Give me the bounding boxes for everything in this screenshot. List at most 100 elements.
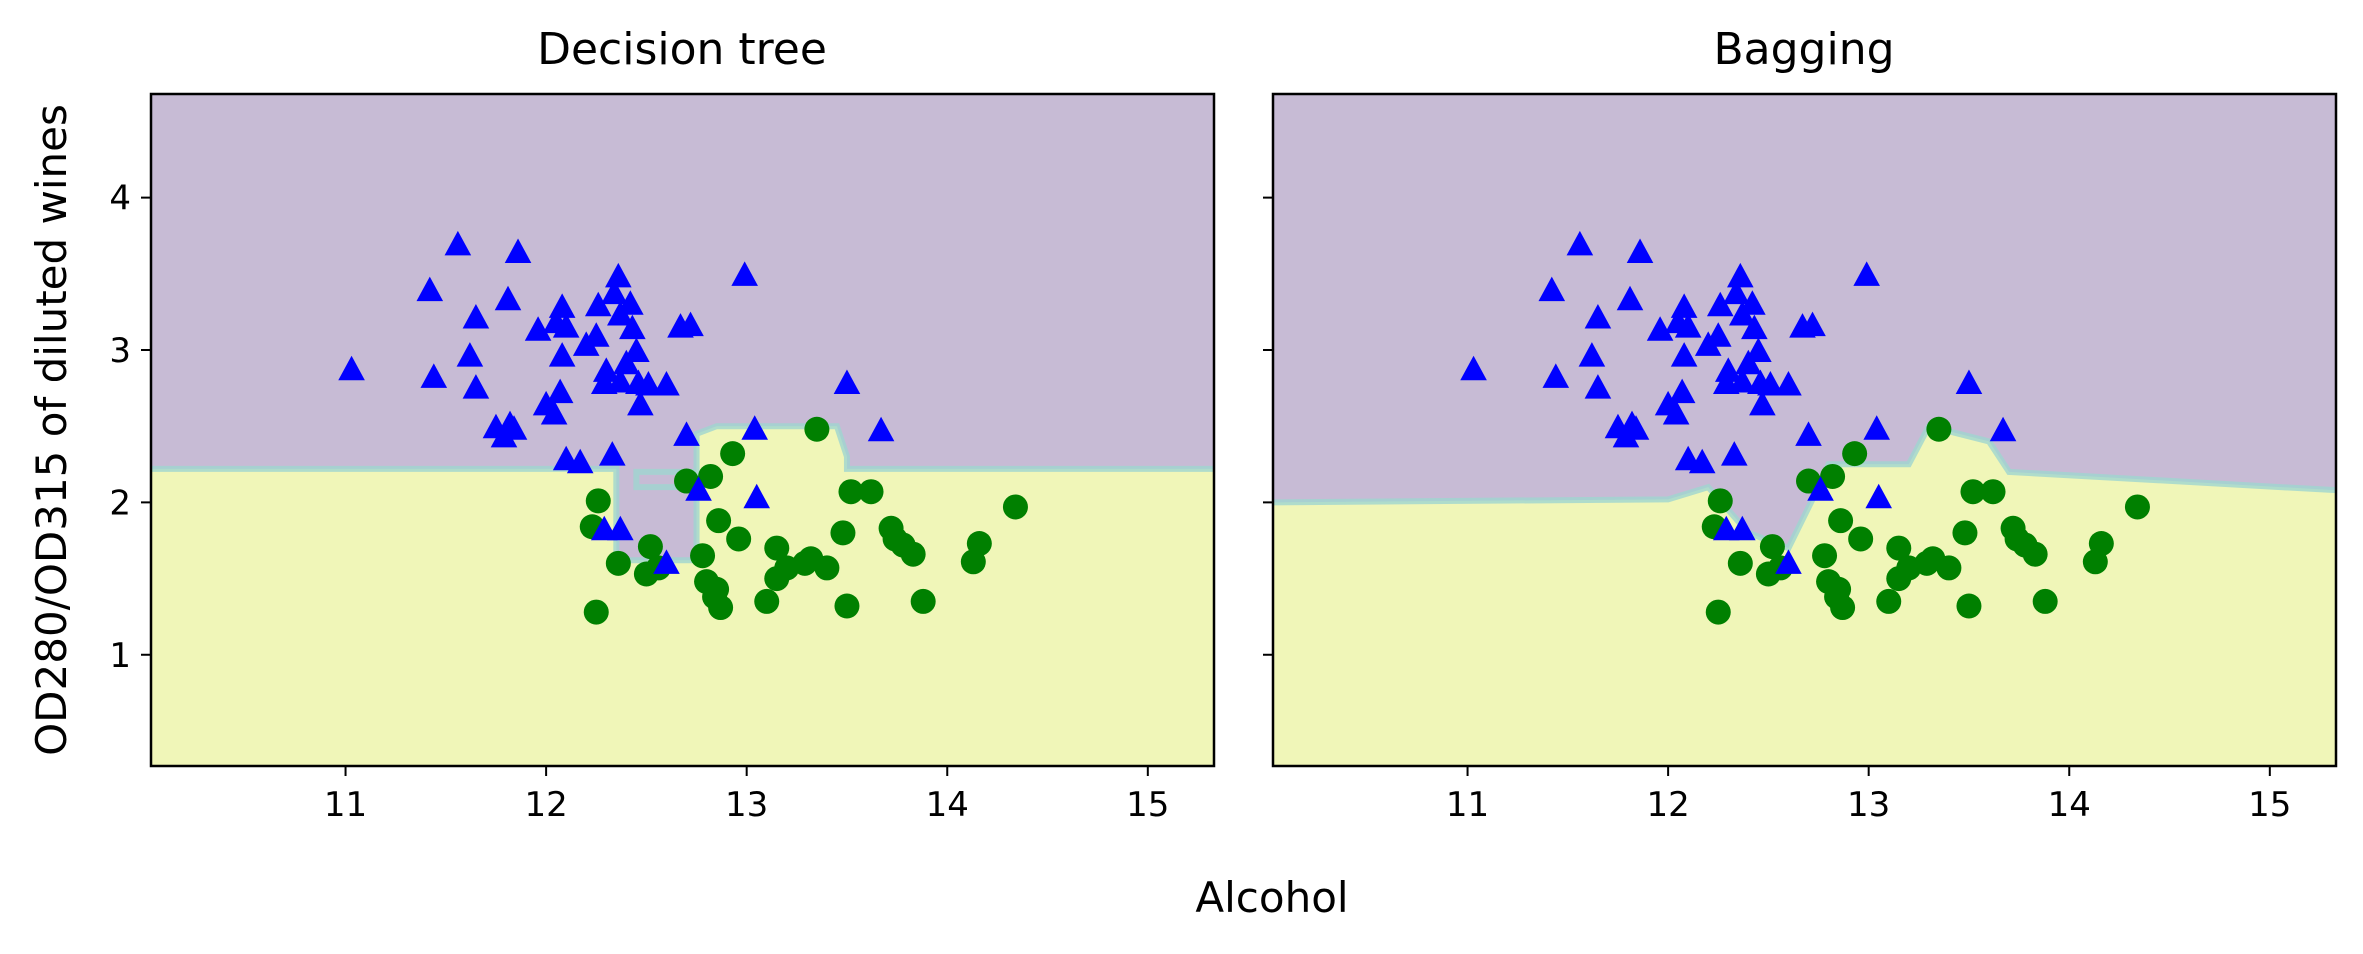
- class0-point: [1807, 476, 1834, 501]
- x-axis: 11 12 13 14 15: [1446, 766, 2291, 825]
- y-tick-label: 1: [109, 636, 131, 676]
- class0-point: [685, 476, 712, 501]
- class0-point: [1989, 416, 2017, 442]
- class0-point: [1795, 421, 1822, 446]
- class1-point: [583, 599, 609, 625]
- bagging-panel: 11 12 13 14 15 Bagging: [1263, 24, 2338, 825]
- class1-point: [2032, 588, 2058, 614]
- class1-point: [585, 488, 611, 514]
- class0-point: [1670, 342, 1698, 367]
- class0-point: [1704, 322, 1732, 347]
- class0-point: [444, 230, 472, 256]
- class0-point: [1729, 368, 1756, 393]
- class0-point: [1745, 337, 1772, 363]
- class0-point: [1670, 293, 1698, 318]
- class0-point: [741, 415, 769, 440]
- class1-point: [804, 416, 830, 442]
- class1-point: [1707, 488, 1733, 514]
- y-axis: 1 2 3 4: [109, 179, 151, 676]
- class0-point: [1775, 549, 1802, 574]
- class0-point: [833, 369, 861, 395]
- class0-point: [601, 279, 628, 305]
- class0-point: [1721, 441, 1748, 466]
- class1-point: [720, 441, 746, 467]
- x-tick-label: 13: [725, 785, 768, 825]
- class1-point: [1759, 534, 1785, 560]
- class0-point: [1863, 415, 1891, 440]
- class1-point: [754, 588, 780, 614]
- class0-point: [1739, 290, 1766, 315]
- class0-point: [462, 304, 490, 329]
- x-tick-label: 11: [1446, 785, 1489, 825]
- class1-point: [1830, 595, 1856, 621]
- class1-point: [726, 526, 752, 552]
- y-axis-label: OD280/OD315 of diluted wines: [27, 104, 76, 756]
- class0-point: [546, 378, 574, 404]
- plot-frame: [1271, 92, 2338, 768]
- class0-point: [1618, 410, 1646, 436]
- class0-point: [1865, 483, 1893, 509]
- class1-point: [1952, 520, 1978, 546]
- x-tick-label: 15: [2248, 785, 2291, 825]
- y-tick-label: 3: [109, 331, 131, 371]
- class1-point: [814, 555, 840, 581]
- class1-point: [1727, 550, 1753, 576]
- class0-point: [1775, 371, 1802, 396]
- class0-point: [673, 421, 700, 446]
- x-tick-label: 15: [1126, 785, 1169, 825]
- class0-point: [1584, 304, 1612, 329]
- class0-point: [1706, 291, 1734, 317]
- class1-point: [708, 595, 734, 621]
- class0-point: [1542, 363, 1570, 388]
- class1-point: [838, 479, 864, 505]
- class0-point: [494, 285, 522, 311]
- class0-point: [548, 342, 576, 367]
- class1-point: [1886, 535, 1912, 561]
- class0-point: [456, 342, 484, 367]
- class0-point: [524, 316, 552, 341]
- class0-point: [338, 355, 365, 381]
- class0-point: [1688, 448, 1716, 474]
- class0-point: [867, 416, 895, 442]
- class0-point: [1460, 355, 1487, 381]
- x-tick-label: 12: [1646, 785, 1689, 825]
- class1-point: [1980, 479, 2006, 505]
- class0-point: [496, 410, 524, 436]
- scatter-points: [338, 230, 1028, 625]
- class0-point: [1712, 515, 1740, 541]
- x-tick-label: 13: [1847, 785, 1890, 825]
- class0-point: [548, 293, 576, 318]
- class1-point: [900, 541, 926, 567]
- class1-point: [1848, 526, 1874, 552]
- class0-point: [731, 261, 758, 286]
- class1-point: [834, 593, 860, 619]
- class1-point: [1960, 479, 1986, 505]
- class1-point: [2088, 531, 2114, 557]
- class0-point: [584, 291, 612, 317]
- class0-point: [653, 549, 680, 574]
- class1-point: [966, 531, 992, 557]
- class1-point: [1828, 508, 1854, 534]
- class0-point: [1799, 311, 1826, 337]
- class1-point: [1002, 494, 1028, 520]
- class0-point: [504, 238, 532, 263]
- class0-point: [1616, 285, 1644, 311]
- class0-point: [462, 374, 490, 399]
- x-tick-label: 12: [524, 785, 567, 825]
- class1-point: [1705, 599, 1731, 625]
- class0-point: [1714, 357, 1742, 382]
- class0-point: [1853, 261, 1880, 286]
- class0-point: [623, 337, 650, 363]
- class1-point: [858, 479, 884, 505]
- class0-point: [590, 515, 618, 541]
- x-tick-label: 14: [2048, 785, 2091, 825]
- class1-point: [1876, 588, 1902, 614]
- class1-point: [2124, 494, 2150, 520]
- class1-point: [690, 543, 716, 569]
- x-tick-label: 14: [926, 785, 969, 825]
- class0-point: [1757, 371, 1784, 396]
- class0-point: [1566, 230, 1594, 256]
- class0-point: [552, 313, 580, 338]
